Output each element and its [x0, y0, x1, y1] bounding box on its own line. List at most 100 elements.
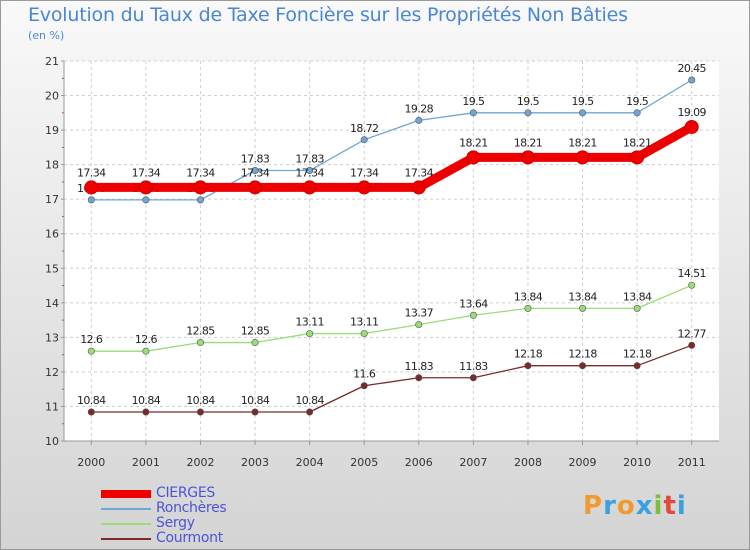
x-tick-label: 2002	[186, 456, 214, 469]
data-label: 10.84	[132, 394, 161, 407]
data-label: 12.6	[135, 333, 158, 346]
data-label: 19.5	[517, 95, 540, 108]
series-line-cierges	[86, 122, 697, 192]
data-point	[142, 196, 150, 204]
data-point	[306, 167, 314, 175]
legend-label: Courmont	[156, 530, 223, 546]
data-point	[684, 119, 699, 134]
data-point	[469, 109, 477, 117]
data-point	[302, 180, 317, 195]
data-label: 20.45	[677, 62, 706, 75]
plot-area	[64, 61, 719, 441]
y-tick-label: 20	[45, 90, 59, 103]
x-tick-label: 2010	[623, 456, 651, 469]
x-tick-label: 2006	[405, 456, 433, 469]
data-point	[87, 347, 95, 355]
data-point	[87, 196, 95, 204]
data-label: 19.09	[677, 106, 706, 119]
data-label: 17.34	[405, 166, 434, 179]
data-label: 18.21	[623, 136, 652, 149]
data-label: 12.77	[677, 327, 706, 340]
legend-label: Sergy	[156, 515, 195, 531]
data-label: 12.85	[241, 325, 270, 338]
data-point	[138, 180, 153, 195]
data-label: 12.18	[568, 348, 597, 361]
proxiti-logo: Proxiti	[583, 491, 687, 521]
x-tick-label: 2005	[350, 456, 378, 469]
data-point	[520, 150, 535, 165]
logo-letter: t	[663, 491, 677, 521]
data-label: 10.84	[241, 394, 270, 407]
data-label: 13.11	[295, 316, 324, 329]
data-point	[193, 180, 208, 195]
data-point	[469, 374, 477, 382]
data-label: 17.34	[295, 166, 324, 179]
data-label: 12.18	[623, 348, 652, 361]
data-label: 18.21	[459, 136, 488, 149]
data-point	[579, 304, 587, 312]
y-tick-label: 14	[45, 297, 59, 310]
y-tick-label: 19	[45, 124, 59, 137]
data-point	[84, 180, 99, 195]
logo-letter: P	[583, 491, 604, 521]
data-point	[630, 150, 645, 165]
chart-unit-label: (en %)	[28, 29, 65, 42]
data-label: 13.84	[568, 290, 597, 303]
y-tick-label: 17	[45, 193, 59, 206]
data-point	[251, 408, 259, 416]
logo-letter: i	[653, 491, 664, 521]
data-label: 13.84	[623, 290, 652, 303]
x-tick-label: 2008	[514, 456, 542, 469]
data-label: 17.83	[295, 153, 324, 166]
data-point	[524, 304, 532, 312]
data-label: 17.83	[241, 153, 270, 166]
data-label: 11.83	[405, 360, 434, 373]
data-point	[196, 408, 204, 416]
data-label: 18.72	[350, 122, 379, 135]
x-tick-label: 2001	[132, 456, 160, 469]
legend-swatch	[101, 523, 151, 525]
data-label: 17.34	[186, 166, 215, 179]
data-point	[411, 180, 426, 195]
data-point	[248, 180, 263, 195]
data-label: 10.84	[295, 394, 324, 407]
data-point	[633, 109, 641, 117]
data-label: 13.84	[514, 290, 543, 303]
data-point	[360, 330, 368, 338]
data-label: 13.11	[350, 316, 379, 329]
logo-letter: r	[603, 491, 617, 521]
data-point	[575, 150, 590, 165]
y-tick-label: 21	[45, 55, 59, 68]
data-label: 12.6	[80, 333, 103, 346]
data-label: 12.18	[514, 348, 543, 361]
legend-swatch	[101, 490, 151, 498]
series-line-sergy	[90, 284, 693, 352]
data-point	[196, 339, 204, 347]
logo-letter: i	[676, 491, 687, 521]
chart-title: Evolution du Taux de Taxe Foncière sur l…	[28, 4, 628, 26]
data-point	[196, 196, 204, 204]
data-label: 19.5	[462, 95, 485, 108]
data-label: 13.64	[459, 297, 488, 310]
data-label: 18.21	[514, 136, 543, 149]
y-tick-label: 15	[45, 262, 59, 275]
legend-label: CIERGES	[156, 485, 215, 501]
data-point	[466, 150, 481, 165]
x-tick-label: 2009	[569, 456, 597, 469]
data-label: 13.37	[405, 307, 434, 320]
y-tick-label: 16	[45, 228, 59, 241]
data-label: 10.84	[77, 394, 106, 407]
data-point	[357, 180, 372, 195]
data-label: 19.5	[626, 95, 649, 108]
data-point	[142, 408, 150, 416]
data-label: 17.34	[241, 166, 270, 179]
data-point	[251, 167, 259, 175]
x-tick-label: 2007	[459, 456, 487, 469]
data-point	[633, 304, 641, 312]
data-point	[415, 321, 423, 329]
data-point	[306, 330, 314, 338]
data-label: 19.28	[405, 102, 434, 115]
data-point	[251, 339, 259, 347]
data-point	[415, 374, 423, 382]
